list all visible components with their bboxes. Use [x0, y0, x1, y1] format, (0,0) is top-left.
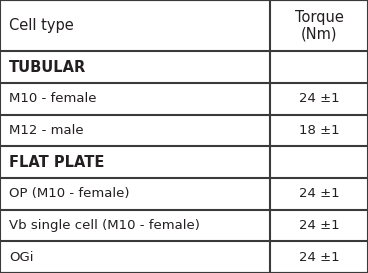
Text: Cell type: Cell type: [9, 18, 74, 33]
Text: Torque
(Nm): Torque (Nm): [295, 10, 344, 42]
Text: 24 ±1: 24 ±1: [299, 219, 340, 232]
Text: 24 ±1: 24 ±1: [299, 187, 340, 200]
Text: 24 ±1: 24 ±1: [299, 251, 340, 264]
Text: 24 ±1: 24 ±1: [299, 93, 340, 105]
Text: OGi: OGi: [9, 251, 34, 264]
Text: M12 - male: M12 - male: [9, 124, 84, 137]
Text: OP (M10 - female): OP (M10 - female): [9, 187, 130, 200]
Text: FLAT PLATE: FLAT PLATE: [9, 155, 105, 170]
Text: TUBULAR: TUBULAR: [9, 60, 86, 75]
Text: M10 - female: M10 - female: [9, 93, 97, 105]
Text: 18 ±1: 18 ±1: [299, 124, 340, 137]
Text: Vb single cell (M10 - female): Vb single cell (M10 - female): [9, 219, 200, 232]
